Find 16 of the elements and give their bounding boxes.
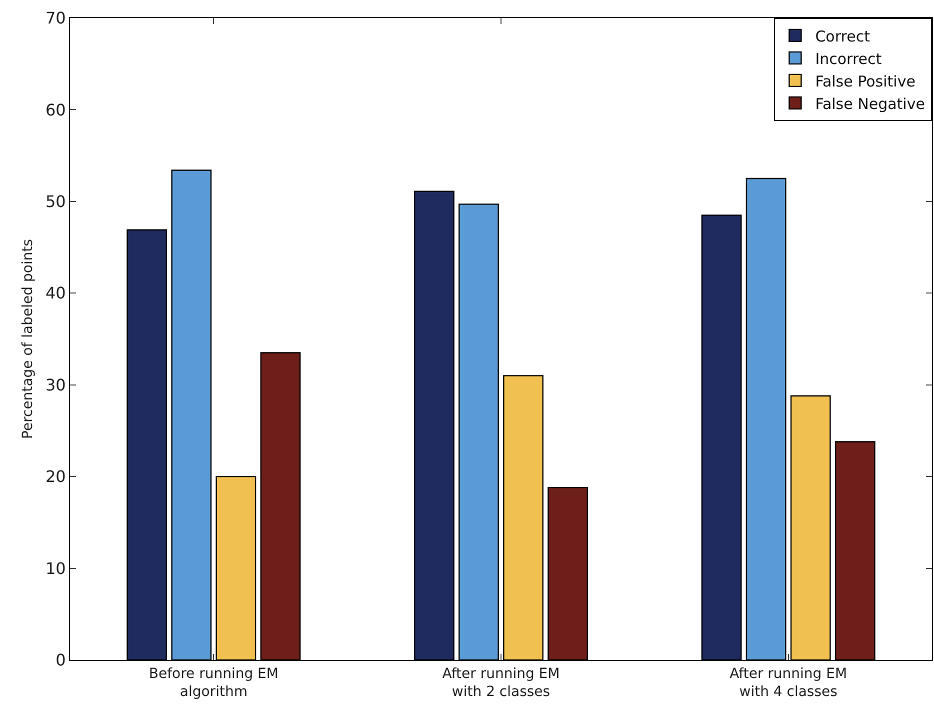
legend-label: Incorrect [815,50,882,68]
x-tick-label: After running EM with 2 classes [442,666,560,700]
y-tick-label: 20 [45,467,66,486]
y-tick-label: 50 [45,192,66,212]
legend-label: False Negative [815,94,925,113]
legend-label: False Positive [815,72,916,90]
y-tick-label: 0 [56,650,66,670]
y-tick-label: 60 [45,100,66,120]
y-tick-label: 10 [45,558,66,578]
x-tick-label: After running EM with 4 classes [730,666,848,700]
legend-label: Correct [815,27,870,46]
y-tick-label: 40 [45,284,66,303]
y-tick-label: 30 [45,375,66,394]
y-axis-title: Percentage of labeled points [20,239,36,439]
y-tick-label: 70 [45,8,66,28]
x-tick-label: Before running EM algorithm [148,666,278,700]
